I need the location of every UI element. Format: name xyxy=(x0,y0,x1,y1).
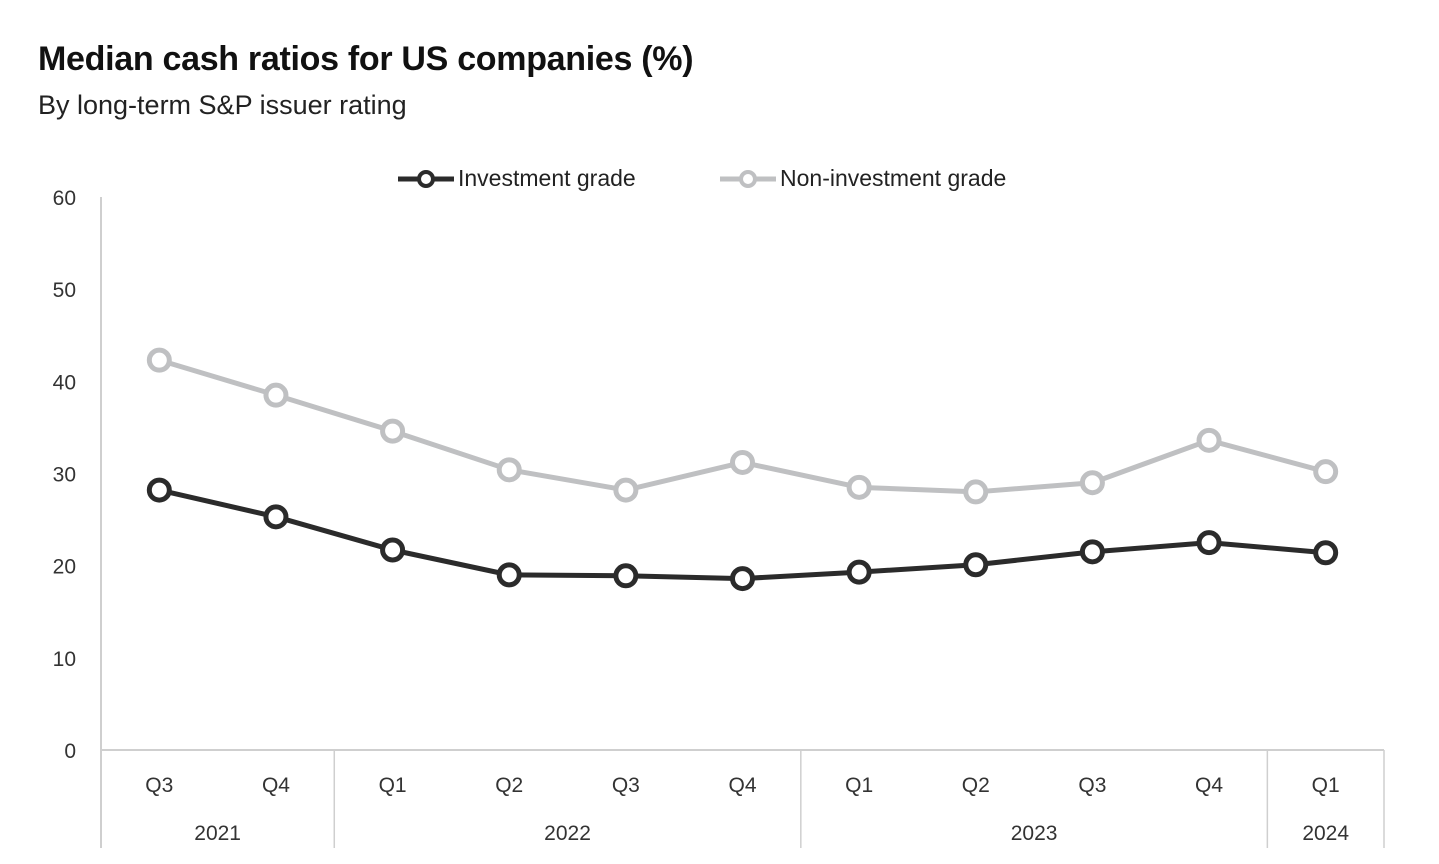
data-point xyxy=(496,562,522,588)
x-tick-label: Q3 xyxy=(1078,774,1106,797)
x-tick-label: Q3 xyxy=(612,774,640,797)
x-axis-categories: Q3 Q4 Q1 Q2 Q3 Q4 Q1 Q2 Q3 Q4 Q1 2021 2022 2023 2024 xyxy=(145,750,1349,848)
data-point xyxy=(146,477,172,503)
y-axis-ticks: 0 10 20 30 40 50 60 xyxy=(53,187,76,763)
chart-subtitle: By long-term S&P issuer rating xyxy=(38,90,407,120)
data-point xyxy=(1079,539,1105,565)
y-tick-label: 50 xyxy=(53,279,76,302)
data-point xyxy=(1196,427,1222,453)
x-tick-label: Q4 xyxy=(262,774,290,797)
legend-label: Non-investment grade xyxy=(780,165,1006,191)
year-group-label: 2021 xyxy=(194,822,241,845)
x-tick-label: Q4 xyxy=(728,774,756,797)
data-point xyxy=(730,566,755,592)
data-point xyxy=(846,474,872,500)
data-point xyxy=(496,457,522,483)
x-tick-label: Q4 xyxy=(1195,774,1223,797)
data-point xyxy=(380,418,406,444)
y-tick-label: 20 xyxy=(53,556,76,579)
y-tick-label: 10 xyxy=(53,648,76,671)
legend-circle-marker xyxy=(739,170,757,188)
data-point xyxy=(263,504,289,530)
chart-title: Median cash ratios for US companies (%) xyxy=(38,40,694,78)
x-tick-label: Q2 xyxy=(962,774,990,797)
data-point xyxy=(146,347,172,373)
year-group-label: 2023 xyxy=(1011,822,1058,845)
y-tick-label: 40 xyxy=(53,371,76,394)
data-point xyxy=(963,552,989,578)
data-point xyxy=(1313,459,1339,485)
year-group-label: 2024 xyxy=(1302,822,1349,845)
series-group xyxy=(146,347,1339,592)
x-tick-label: Q1 xyxy=(1312,774,1340,797)
y-tick-label: 60 xyxy=(53,187,76,210)
legend-label: Investment grade xyxy=(458,165,636,191)
data-point xyxy=(730,449,755,475)
series-non-investment-grade xyxy=(146,347,1339,505)
data-point xyxy=(613,477,639,503)
legend-item: Investment grade xyxy=(398,165,636,191)
x-tick-label: Q2 xyxy=(495,774,523,797)
x-tick-label: Q1 xyxy=(379,774,407,797)
year-group-label: 2022 xyxy=(544,822,591,845)
data-point xyxy=(380,537,406,563)
data-point xyxy=(1196,530,1222,556)
legend-circle-marker xyxy=(417,170,435,188)
data-point xyxy=(1313,540,1339,566)
data-point xyxy=(963,479,989,505)
axes xyxy=(100,197,1385,848)
legend-item: Non-investment grade xyxy=(720,165,1006,191)
y-tick-label: 0 xyxy=(64,740,76,763)
y-tick-label: 30 xyxy=(53,464,76,487)
data-point xyxy=(613,563,639,589)
x-tick-label: Q3 xyxy=(145,774,173,797)
legend: Investment grade Non-investment grade xyxy=(398,165,1006,191)
series-investment-grade xyxy=(146,477,1339,592)
data-point xyxy=(263,382,289,408)
data-point xyxy=(846,559,872,585)
x-tick-label: Q1 xyxy=(845,774,873,797)
series-line xyxy=(158,487,1326,582)
data-point xyxy=(1079,470,1105,496)
